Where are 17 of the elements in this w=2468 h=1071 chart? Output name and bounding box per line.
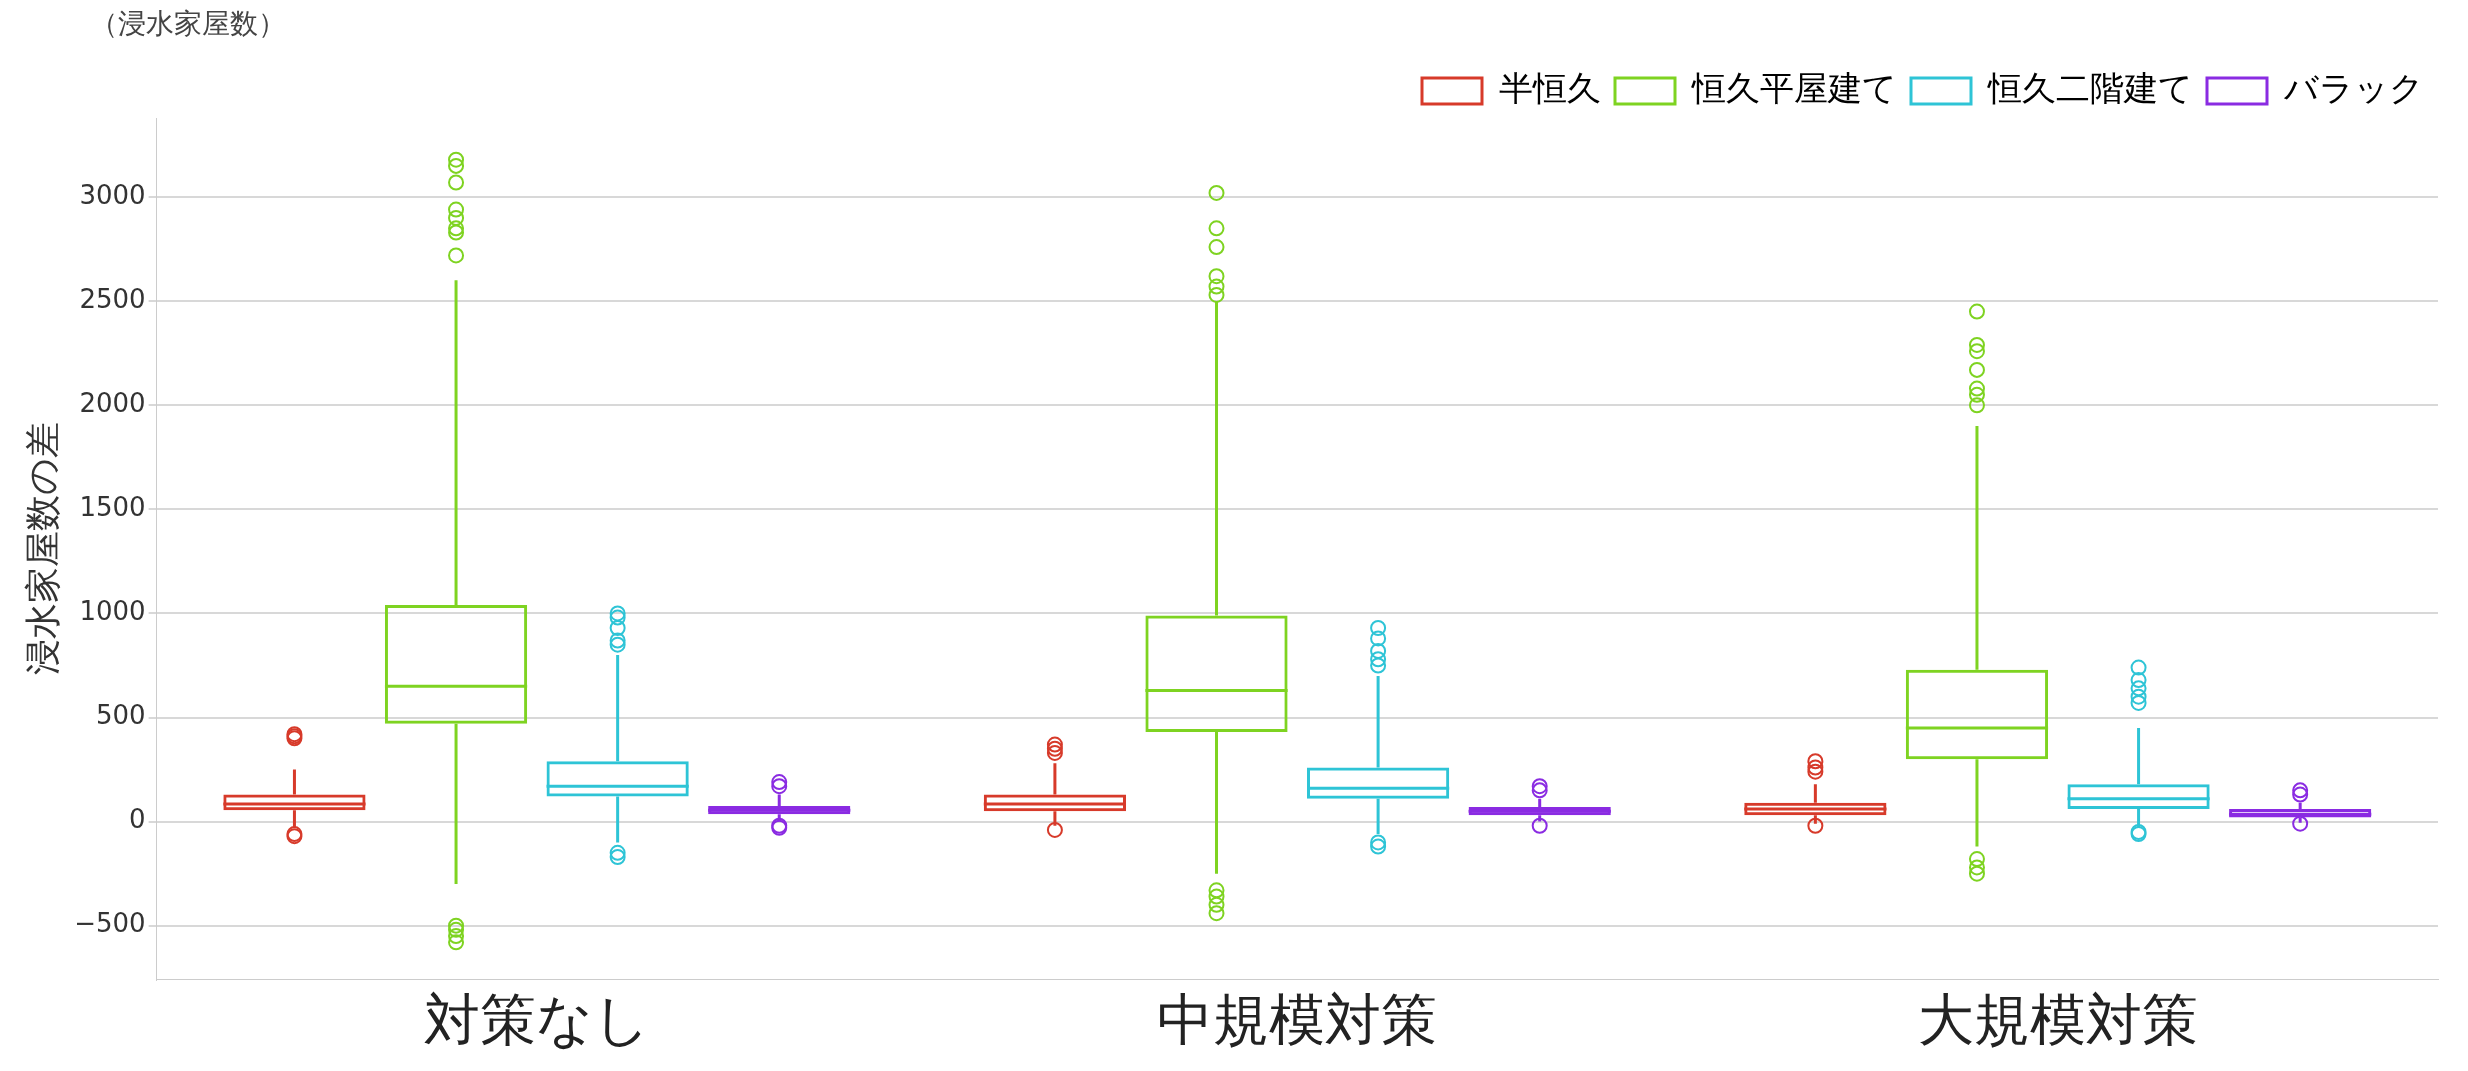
legend-label: 半恒久 xyxy=(1499,67,1601,108)
x-tick-label: 大規模対策 xyxy=(1917,986,2198,1052)
legend-label: バラック xyxy=(2283,67,2424,108)
y-tick-label: 500 xyxy=(95,700,146,731)
y-tick-label: 0 xyxy=(129,804,146,835)
y-tick-label: 1000 xyxy=(79,596,146,627)
text: （浸水家屋数） xyxy=(90,7,286,41)
y-axis-title: 浸水家屋数の差 xyxy=(21,422,63,676)
legend-label: 恒久二階建て xyxy=(1987,67,2193,108)
y-tick-label: −500 xyxy=(74,908,146,939)
legend-label: 恒久平屋建て xyxy=(1691,67,1897,108)
y-tick-label: 2500 xyxy=(79,283,146,314)
y-tick-label: 2000 xyxy=(79,388,146,419)
y-tick-label: 1500 xyxy=(79,492,146,523)
x-tick-label: 対策なし xyxy=(423,986,650,1052)
y-tick-label: 3000 xyxy=(79,179,146,210)
x-tick-label: 中規模対策 xyxy=(1157,986,1438,1052)
